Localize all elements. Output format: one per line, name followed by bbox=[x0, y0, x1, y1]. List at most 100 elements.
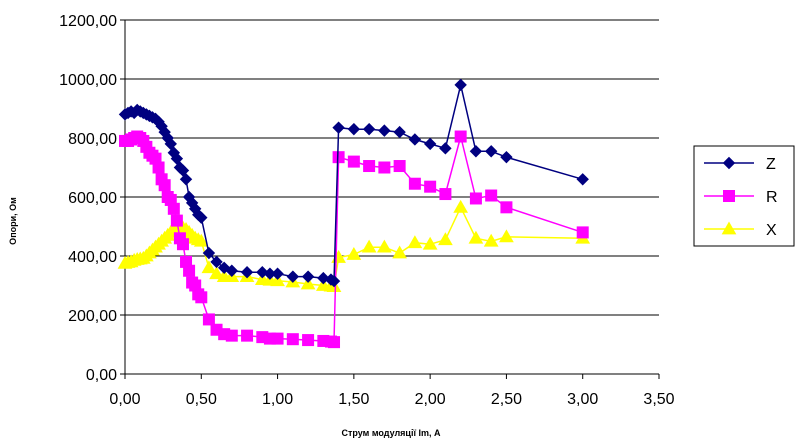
data-point-X bbox=[270, 273, 285, 287]
data-point-R bbox=[271, 332, 284, 345]
data-point-Z bbox=[439, 142, 452, 155]
y-tick-label: 400,00 bbox=[68, 249, 117, 266]
series-R bbox=[119, 130, 589, 349]
data-point-X bbox=[453, 199, 469, 213]
data-point-Z bbox=[179, 173, 193, 186]
data-point-R bbox=[195, 291, 208, 304]
data-point-R bbox=[176, 238, 189, 251]
y-tick-label: 200,00 bbox=[68, 308, 117, 325]
data-point-R bbox=[500, 201, 513, 214]
y-axis-ticks: 0,00 200,00 400,00 600,00 800,00 1000,00 1200,… bbox=[59, 13, 125, 384]
data-point-R bbox=[408, 177, 421, 190]
data-point-R bbox=[393, 160, 406, 173]
data-point-X bbox=[392, 245, 407, 259]
data-point-R bbox=[328, 336, 341, 349]
data-point-R bbox=[152, 161, 165, 174]
data-point-X bbox=[377, 239, 392, 253]
x-tick-label: 1,50 bbox=[338, 391, 369, 408]
series-group bbox=[117, 78, 591, 349]
data-point-X bbox=[346, 247, 362, 260]
y-tick-label: 1200,00 bbox=[59, 13, 117, 30]
data-point-Z bbox=[469, 145, 483, 158]
data-point-Z bbox=[176, 164, 190, 177]
series-X bbox=[117, 199, 591, 293]
grid-lines bbox=[125, 19, 659, 316]
data-point-Z bbox=[362, 122, 376, 136]
data-point-Z bbox=[454, 78, 467, 92]
data-point-Z bbox=[202, 246, 216, 260]
data-point-Z bbox=[423, 137, 437, 151]
data-point-R bbox=[485, 189, 498, 202]
data-point-R bbox=[439, 188, 452, 201]
x-axis-title: Струм модуляції Im, А bbox=[342, 428, 441, 438]
data-point-R bbox=[363, 160, 376, 173]
x-tick-label: 2,00 bbox=[415, 391, 446, 408]
data-point-X bbox=[361, 239, 377, 253]
data-point-Z bbox=[393, 125, 406, 139]
data-point-Z bbox=[484, 145, 498, 158]
data-point-Z bbox=[378, 124, 391, 137]
data-point-Z bbox=[164, 137, 177, 151]
data-point-R bbox=[302, 334, 315, 347]
data-point-R bbox=[378, 161, 391, 174]
data-point-Z bbox=[271, 267, 284, 280]
data-point-R bbox=[183, 264, 196, 277]
data-point-R bbox=[454, 130, 467, 143]
data-point-X bbox=[468, 230, 484, 244]
data-point-Z bbox=[500, 150, 513, 164]
data-point-X bbox=[193, 233, 209, 247]
data-point-X bbox=[407, 235, 423, 249]
data-point-R bbox=[332, 151, 345, 164]
data-point-X bbox=[300, 276, 316, 290]
data-point-R bbox=[158, 179, 171, 192]
data-point-Z bbox=[408, 133, 422, 146]
data-point-X bbox=[438, 232, 453, 246]
y-tick-label: 1000,00 bbox=[59, 72, 117, 89]
data-point-Z bbox=[240, 266, 254, 279]
y-tick-label: 800,00 bbox=[68, 131, 117, 148]
data-point-Z bbox=[195, 211, 208, 224]
y-tick-label: 600,00 bbox=[68, 190, 117, 207]
x-tick-label: 0,50 bbox=[186, 391, 217, 408]
data-point-Z bbox=[286, 270, 300, 283]
x-tick-label: 1,00 bbox=[262, 391, 293, 408]
legend-label-R: R bbox=[766, 189, 778, 206]
data-point-R bbox=[286, 333, 299, 346]
x-axis-ticks: 0,00 0,50 1,00 1,50 2,00 2,50 3,00 3,50 bbox=[109, 374, 675, 408]
data-point-R bbox=[241, 329, 254, 342]
data-point-Z bbox=[210, 255, 223, 269]
x-tick-label: 3,50 bbox=[643, 391, 674, 408]
legend: ZRX bbox=[704, 156, 778, 239]
data-point-Z bbox=[332, 121, 345, 134]
y-axis-title: Опори, Ом bbox=[8, 197, 18, 245]
data-point-Z bbox=[327, 274, 341, 288]
data-point-Z bbox=[170, 152, 184, 165]
data-point-R bbox=[424, 180, 437, 193]
data-point-R bbox=[576, 226, 589, 239]
legend-label-X: X bbox=[766, 222, 777, 239]
data-point-Z bbox=[576, 173, 589, 186]
data-point-R bbox=[469, 192, 482, 205]
data-point-X bbox=[209, 266, 224, 280]
series-Z bbox=[118, 78, 589, 288]
data-point-X bbox=[422, 236, 438, 250]
data-point-R bbox=[202, 313, 215, 326]
data-point-R bbox=[170, 214, 183, 227]
data-point-Z bbox=[301, 270, 315, 283]
data-point-R bbox=[347, 155, 360, 168]
legend-marker-R bbox=[723, 190, 735, 202]
data-point-X bbox=[201, 260, 217, 274]
data-point-Z bbox=[347, 122, 361, 136]
data-point-R bbox=[167, 202, 180, 215]
y-tick-label: 0,00 bbox=[86, 367, 117, 384]
data-point-Z bbox=[225, 264, 239, 277]
legend-marker-Z bbox=[722, 156, 736, 170]
x-tick-label: 2,50 bbox=[491, 391, 522, 408]
x-tick-label: 3,00 bbox=[567, 391, 598, 408]
data-point-R bbox=[225, 329, 238, 342]
data-point-X bbox=[483, 233, 499, 247]
legend-label-Z: Z bbox=[766, 156, 776, 173]
legend-marker-X bbox=[721, 221, 737, 235]
x-tick-label: 0,00 bbox=[109, 391, 140, 408]
